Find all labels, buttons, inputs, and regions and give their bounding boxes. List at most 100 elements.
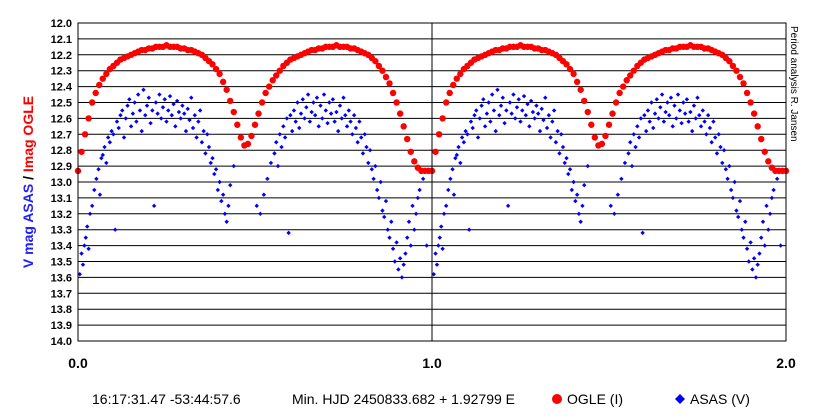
- asas-point: [210, 155, 215, 161]
- asas-point: [155, 111, 160, 116]
- asas-point: [341, 95, 346, 100]
- asas-point: [82, 243, 87, 248]
- asas-point: [162, 97, 167, 102]
- asas-point: [130, 111, 136, 116]
- ogle-point: [96, 81, 103, 89]
- asas-point: [439, 224, 444, 229]
- asas-point: [376, 195, 382, 201]
- asas-point: [466, 227, 472, 232]
- ogle-point: [379, 67, 386, 74]
- ogle-point: [404, 135, 411, 143]
- asas-point: [284, 116, 290, 121]
- asas-point: [185, 106, 190, 112]
- asas-point: [412, 227, 417, 232]
- asas-point: [764, 203, 769, 209]
- asas-point: [559, 132, 564, 137]
- asas-point: [385, 227, 390, 232]
- asas-point: [410, 203, 415, 209]
- y-tick-label: 13.9: [51, 320, 72, 332]
- asas-point: [325, 120, 330, 126]
- ogle-point: [265, 83, 273, 90]
- asas-point: [350, 132, 355, 137]
- asas-point: [746, 259, 752, 264]
- asas-point: [766, 227, 771, 232]
- asas-point: [373, 163, 378, 169]
- asas-point: [392, 259, 398, 264]
- asas-point: [628, 140, 633, 145]
- asas-point: [474, 108, 479, 113]
- asas-point: [458, 160, 463, 166]
- asas-point: [265, 176, 270, 182]
- ogle-point: [78, 148, 85, 155]
- asas-point: [282, 135, 288, 140]
- ogle-point: [258, 99, 266, 106]
- ogle-point: [570, 70, 577, 78]
- ogle-point: [754, 123, 761, 130]
- asas-point: [369, 167, 375, 172]
- ogle-point: [563, 61, 570, 68]
- x-tick-label: 1.0: [422, 355, 442, 371]
- asas-point: [80, 262, 86, 267]
- asas-point: [357, 119, 362, 124]
- asas-point: [431, 272, 436, 277]
- asas-point: [500, 95, 505, 100]
- asas-point: [134, 119, 139, 124]
- asas-point: [504, 108, 509, 113]
- ogle-point: [237, 134, 245, 141]
- asas-point: [689, 128, 695, 134]
- asas-point: [544, 125, 550, 131]
- ogle-point: [273, 72, 280, 79]
- asas-point: [569, 187, 575, 193]
- ogle-point: [619, 83, 627, 90]
- asas-point: [141, 87, 146, 92]
- legend: OGLE (I) ASAS (V): [552, 391, 750, 407]
- asas-point: [530, 109, 536, 115]
- ogle-point: [736, 73, 744, 81]
- asas-point: [272, 151, 277, 156]
- asas-point: [396, 267, 401, 272]
- asas-point: [527, 124, 532, 129]
- asas-point: [441, 211, 447, 216]
- ogle-point: [255, 110, 262, 117]
- asas-point: [681, 100, 686, 105]
- asas-point: [709, 140, 714, 145]
- asas-point: [199, 140, 205, 145]
- asas-point: [268, 160, 274, 166]
- asas-point: [493, 128, 498, 134]
- ogle-point: [747, 99, 754, 106]
- asas-point: [367, 148, 373, 153]
- ogle-point: [103, 70, 110, 78]
- y-tick-label: 12.1: [51, 34, 72, 46]
- asas-point: [337, 103, 343, 108]
- asas-point: [148, 120, 153, 126]
- asas-point: [760, 219, 766, 224]
- y-tick-label: 12.4: [51, 82, 73, 94]
- ogle-point: [627, 72, 634, 79]
- asas-point: [153, 100, 159, 105]
- asas-point: [532, 116, 537, 121]
- asas-point: [654, 97, 659, 102]
- asas-point: [261, 192, 267, 197]
- asas-point: [86, 246, 91, 251]
- asas-point: [197, 108, 203, 113]
- asas-point: [440, 246, 445, 251]
- asas-point: [166, 108, 171, 113]
- asas-point: [394, 240, 399, 245]
- asas-point: [297, 125, 302, 131]
- ogle-point: [396, 110, 404, 117]
- asas-point: [89, 203, 95, 209]
- ogle-point: [219, 78, 227, 86]
- asas-point: [258, 211, 263, 216]
- asas-point: [521, 93, 527, 99]
- y-tick-label: 12.3: [51, 66, 72, 78]
- legend-ogle-marker: [552, 394, 562, 404]
- asas-point: [226, 203, 231, 209]
- ogle-point: [216, 70, 223, 78]
- asas-point: [167, 93, 173, 99]
- asas-point: [470, 125, 475, 131]
- ogle-series: [74, 42, 790, 175]
- asas-point: [390, 246, 396, 251]
- asas-point: [573, 198, 578, 204]
- asas-point: [123, 116, 128, 121]
- asas-point: [619, 176, 624, 182]
